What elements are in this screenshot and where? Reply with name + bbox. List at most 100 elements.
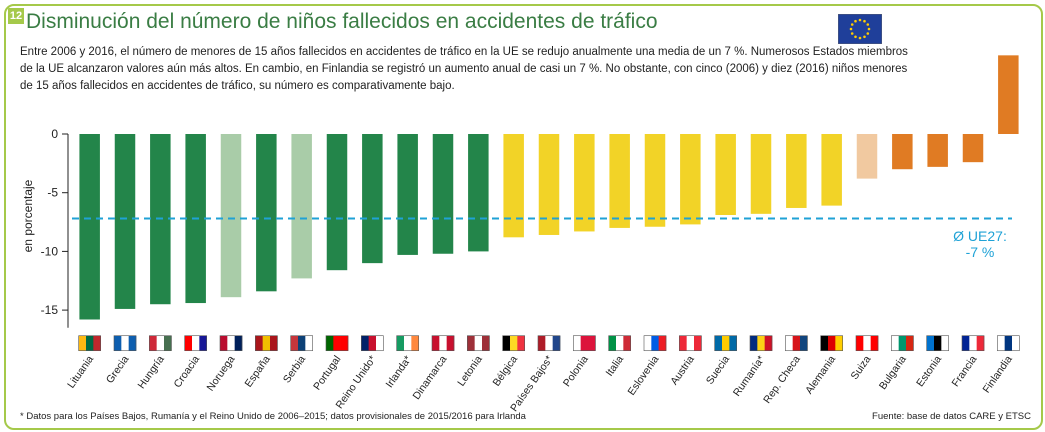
category-label: Suecia bbox=[704, 353, 732, 386]
flag-stripe bbox=[270, 335, 278, 351]
flag-stripe bbox=[785, 335, 793, 351]
flag-stripe bbox=[361, 335, 369, 351]
category-label: Letonia bbox=[455, 353, 485, 388]
flag-stripe bbox=[290, 335, 299, 351]
flag-stripe bbox=[93, 335, 101, 351]
flag-stripe bbox=[757, 335, 765, 351]
flag-stripe bbox=[644, 335, 652, 351]
category-label: Alemania bbox=[803, 353, 838, 396]
flag-stripe bbox=[898, 335, 907, 351]
flag-icon bbox=[785, 335, 808, 352]
category-label: Italia bbox=[604, 353, 627, 378]
bar bbox=[326, 134, 348, 271]
bar bbox=[644, 134, 666, 227]
flag-stripe bbox=[128, 335, 137, 351]
bar bbox=[998, 55, 1019, 135]
flag-icon bbox=[820, 335, 843, 352]
flag-stripe bbox=[411, 335, 419, 351]
category-label: España bbox=[243, 353, 273, 389]
category-label: Croacia bbox=[172, 353, 203, 390]
flag-stripe bbox=[863, 335, 871, 351]
bar bbox=[609, 134, 630, 228]
bar-chart: 0 -5 -10 -15 Lituania Grecia Hungría Croacia Nor… bbox=[41, 55, 1020, 414]
eu-flag-icon bbox=[838, 14, 882, 44]
category-label: Eslovenia bbox=[626, 353, 662, 397]
flag-stripe bbox=[467, 335, 475, 351]
bar bbox=[503, 134, 524, 238]
source-note: Fuente: base de datos CARE y ETSC bbox=[872, 411, 1031, 422]
flag-stripe bbox=[870, 335, 879, 351]
flag-icon bbox=[502, 335, 525, 352]
category-label: Serbia bbox=[281, 353, 308, 385]
category-label: Grecia bbox=[104, 353, 132, 385]
category-label: Rep. Checa bbox=[761, 353, 803, 405]
y-tick-label: 0 bbox=[51, 127, 58, 141]
flag-stripe bbox=[891, 335, 899, 351]
average-label: Ø UE27: -7 % bbox=[940, 228, 1020, 260]
flag-stripe bbox=[722, 335, 730, 351]
category-label: Hungría bbox=[136, 353, 167, 391]
flag-icon bbox=[997, 335, 1020, 352]
flag-stripe bbox=[545, 335, 553, 351]
flag-icon bbox=[396, 335, 419, 352]
average-label-line2: -7 % bbox=[965, 244, 995, 260]
flag-stripe bbox=[750, 335, 758, 351]
flag-stripe bbox=[616, 335, 624, 351]
flag-stripe bbox=[482, 335, 490, 351]
flag-icon bbox=[113, 335, 137, 352]
category-label: Rumanía* bbox=[731, 354, 768, 399]
flag-stripe bbox=[340, 335, 349, 351]
flag-stripe bbox=[835, 335, 843, 351]
chart-frame: 12 Disminución del número de niños falle… bbox=[4, 4, 1043, 430]
flag-icon bbox=[608, 335, 631, 352]
flag-icon bbox=[643, 335, 667, 352]
flag-icon bbox=[290, 335, 313, 352]
flag-stripe bbox=[580, 335, 589, 351]
flag-stripe bbox=[694, 335, 702, 351]
flag-stripe bbox=[298, 335, 306, 351]
flag-stripe bbox=[764, 335, 773, 351]
flag-stripe bbox=[368, 335, 377, 351]
category-label: Estonia bbox=[914, 353, 944, 389]
bar bbox=[256, 134, 277, 292]
bar bbox=[291, 134, 312, 279]
flag-stripe bbox=[234, 335, 243, 351]
flag-icon bbox=[361, 335, 384, 352]
bar bbox=[821, 134, 842, 206]
flag-stripe bbox=[86, 335, 94, 351]
bar bbox=[680, 134, 701, 225]
category-label: Austria bbox=[668, 353, 697, 387]
bar bbox=[962, 134, 984, 163]
flag-stripe bbox=[729, 335, 737, 351]
bar bbox=[856, 134, 878, 179]
flag-stripe bbox=[164, 335, 172, 351]
chart-subtitle: Entre 2006 y 2016, el número de menores … bbox=[20, 46, 908, 92]
flag-stripe bbox=[651, 335, 659, 351]
flag-stripe bbox=[502, 335, 511, 351]
bar bbox=[892, 134, 913, 170]
bar bbox=[715, 134, 736, 216]
category-label: Irlanda* bbox=[384, 354, 415, 391]
flag-stripe bbox=[906, 335, 914, 351]
category-label: Lituania bbox=[65, 353, 96, 390]
bar bbox=[397, 134, 418, 255]
y-tick-label: -5 bbox=[47, 186, 58, 200]
flag-stripe bbox=[623, 335, 631, 351]
flag-stripe bbox=[856, 335, 864, 351]
category-label: Dinamarca bbox=[411, 353, 450, 402]
bar bbox=[750, 134, 772, 214]
category-label: Portugal bbox=[311, 354, 343, 393]
footnote: * Datos para los Países Bajos, Rumanía y… bbox=[20, 411, 526, 422]
flag-stripe bbox=[227, 335, 235, 351]
flag-stripe bbox=[326, 335, 334, 351]
category-label: Francia bbox=[950, 353, 980, 389]
y-tick-label: -15 bbox=[41, 303, 59, 317]
flag-stripe bbox=[1012, 335, 1020, 351]
flag-icon bbox=[961, 335, 985, 352]
flag-stripe bbox=[679, 335, 687, 351]
flag-stripe bbox=[658, 335, 667, 351]
flag-stripe bbox=[220, 335, 228, 351]
flag-stripe bbox=[969, 335, 977, 351]
flag-stripe bbox=[199, 335, 207, 351]
flag-stripe bbox=[552, 335, 561, 351]
